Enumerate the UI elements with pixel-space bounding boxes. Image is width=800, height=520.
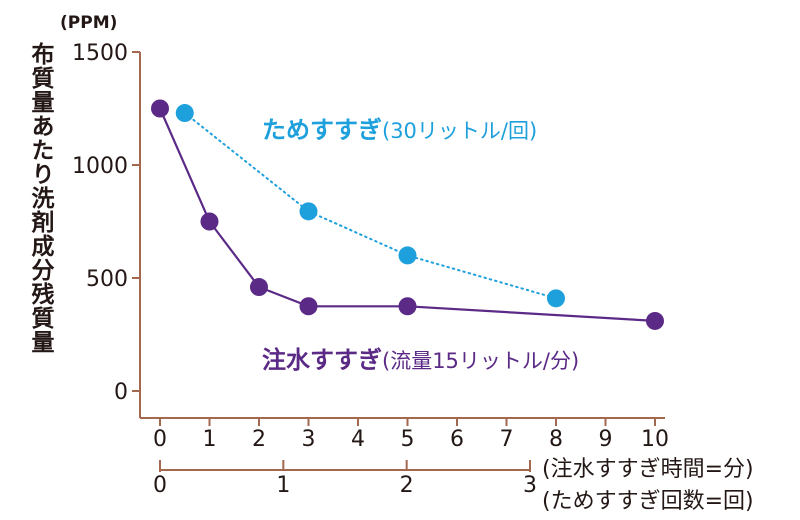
series-label-chusui: 注水すすぎ(流量15リットル/分) xyxy=(262,346,579,374)
series-label-tame-detail: (30リットル/回) xyxy=(382,119,537,143)
x-tick-label: 2 xyxy=(252,427,266,452)
data-point xyxy=(250,278,268,297)
data-point xyxy=(299,297,318,316)
x-tick-label: 6 xyxy=(450,427,464,452)
series-line xyxy=(183,112,557,300)
series-line xyxy=(158,108,656,322)
x-axis-label: (注水すすぎ時間=分) xyxy=(542,457,754,482)
y-axis-title: 布質量あたり洗剤成分残質量 xyxy=(27,41,56,354)
data-point xyxy=(398,246,417,265)
secondary-tick-label: 3 xyxy=(523,473,537,498)
x-tick-label: 4 xyxy=(351,427,365,452)
x-tick-label: 5 xyxy=(401,427,415,452)
series-label-tame-name: ためすすぎ xyxy=(262,116,382,144)
y-tick-label: 1000 xyxy=(72,154,128,179)
secondary-tick-label: 1 xyxy=(276,473,290,498)
data-point xyxy=(646,311,664,330)
secondary-tick-label: 2 xyxy=(400,473,414,498)
x-tick-label: 9 xyxy=(599,427,613,452)
data-point xyxy=(398,297,417,316)
x-tick-label: 7 xyxy=(500,427,514,452)
data-point xyxy=(200,212,219,231)
series-label-chusui-name: 注水すすぎ xyxy=(262,346,382,374)
series-label-chusui-detail: (流量15リットル/分) xyxy=(382,349,579,373)
x-tick-label: 10 xyxy=(641,427,669,452)
data-point xyxy=(299,202,318,221)
secondary-tick-label: 0 xyxy=(153,473,167,498)
series-label-tame: ためすすぎ(30リットル/回) xyxy=(262,116,537,144)
x-tick-label: 8 xyxy=(549,427,563,452)
x-tick-label: 3 xyxy=(302,427,316,452)
data-point xyxy=(175,104,194,123)
secondary-x-axis-label: (ためすすぎ回数=回) xyxy=(542,489,754,514)
y-unit-label: (PPM) xyxy=(60,13,117,33)
x-tick-label: 0 xyxy=(153,427,167,452)
data-point xyxy=(547,289,565,308)
data-point xyxy=(151,99,169,118)
y-tick-label: 1500 xyxy=(72,41,128,66)
y-tick-label: 0 xyxy=(114,380,128,405)
x-tick-label: 1 xyxy=(203,427,217,452)
y-tick-label: 500 xyxy=(86,267,128,292)
